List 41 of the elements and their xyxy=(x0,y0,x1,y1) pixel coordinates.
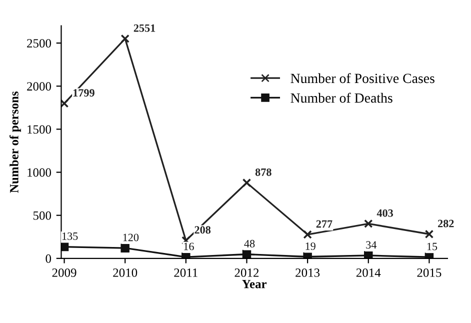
legend-label: Number of Deaths xyxy=(290,92,392,103)
x-axis-title: Year xyxy=(242,280,267,288)
data-label: 15 xyxy=(427,242,438,250)
x-tick-label: 2013 xyxy=(296,268,320,277)
data-label: 878 xyxy=(255,168,272,176)
point xyxy=(303,230,312,239)
data-label: 2551 xyxy=(134,24,156,32)
y-tick-label: 2500 xyxy=(27,39,52,48)
x-tick-label: 2012 xyxy=(234,268,259,277)
point xyxy=(120,34,130,44)
point xyxy=(364,219,373,228)
y-tick-label: 0 xyxy=(46,254,52,263)
point xyxy=(364,251,373,258)
y-tick-label: 500 xyxy=(33,211,52,220)
point xyxy=(242,178,252,188)
y-tick-label: 1000 xyxy=(28,168,52,177)
point xyxy=(61,99,69,108)
x-tick-label: 2015 xyxy=(417,268,442,277)
data-label: 277 xyxy=(316,220,332,228)
data-label: 403 xyxy=(376,209,393,217)
point xyxy=(424,230,434,238)
data-label: 48 xyxy=(244,240,255,248)
point xyxy=(242,250,252,258)
data-label: 135 xyxy=(62,232,78,240)
x-tick-label: 2009 xyxy=(52,268,76,277)
data-label: 1799 xyxy=(73,89,94,97)
data-label: 19 xyxy=(306,242,316,250)
y-tick-label: 2000 xyxy=(27,82,52,91)
point xyxy=(303,252,312,258)
y-tick-label: 1500 xyxy=(28,125,52,134)
data-label: 16 xyxy=(184,242,194,250)
point xyxy=(120,244,130,252)
x-tick-label: 2011 xyxy=(174,268,198,277)
data-label: 120 xyxy=(123,234,139,242)
x-tick-label: 2010 xyxy=(113,268,138,277)
legend-label: Number of Positive Cases xyxy=(290,73,434,84)
y-axis-title: Number of persons xyxy=(9,91,21,193)
x-tick-label: 2014 xyxy=(356,268,381,277)
data-label: 208 xyxy=(194,226,211,234)
data-label: 34 xyxy=(366,241,377,249)
data-label: 282 xyxy=(438,220,454,228)
